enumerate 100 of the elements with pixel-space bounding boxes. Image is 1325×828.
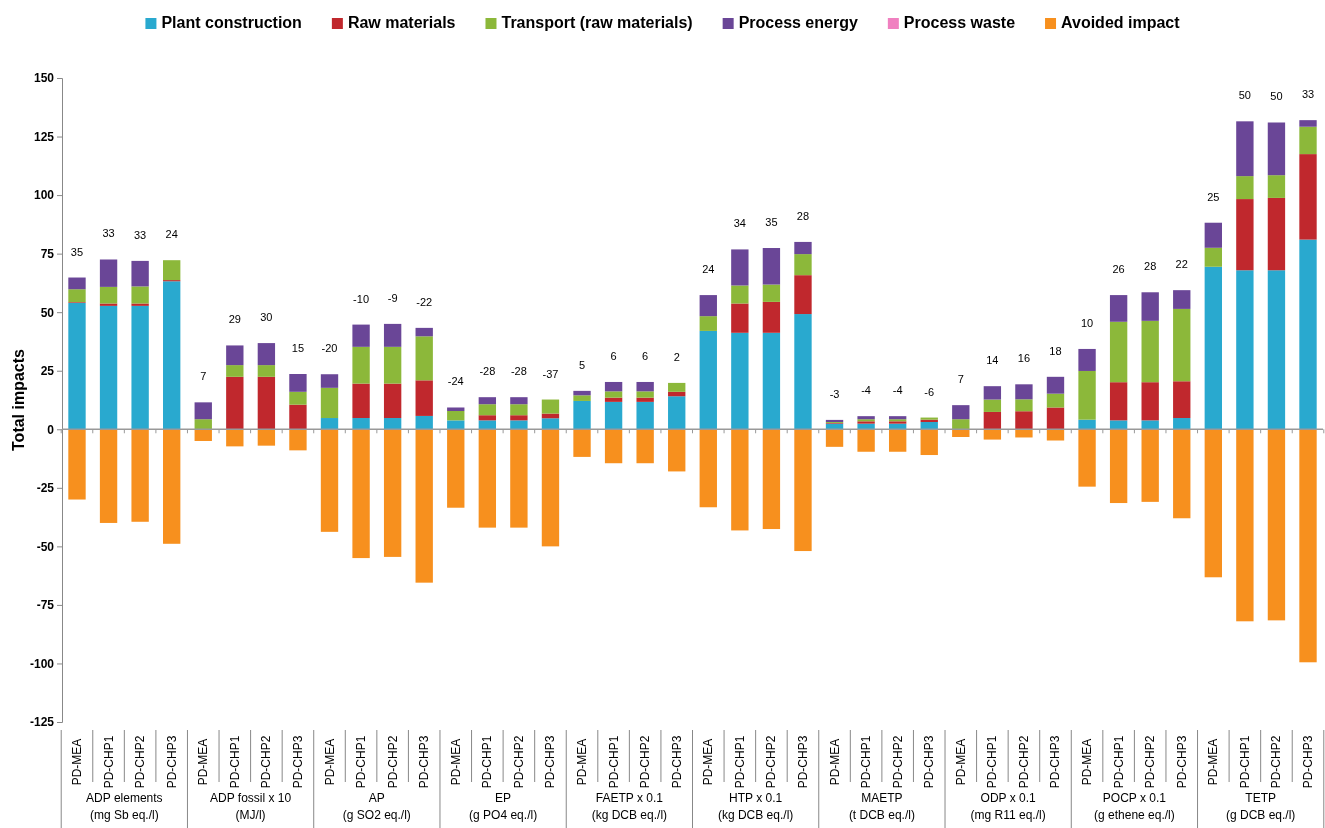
bar xyxy=(131,305,149,430)
y-tick-label: 150 xyxy=(33,71,55,86)
bar xyxy=(541,429,560,547)
bar xyxy=(1173,429,1191,519)
bar xyxy=(68,429,86,500)
bar xyxy=(478,429,497,528)
bar xyxy=(478,404,497,416)
bar xyxy=(289,374,307,392)
bar xyxy=(1267,197,1286,271)
total-label: 2 xyxy=(673,350,680,363)
bar xyxy=(573,400,591,430)
x-tick-label: PD-CHP2 xyxy=(1143,735,1158,789)
total-label: 35 xyxy=(70,245,84,258)
bar xyxy=(131,429,149,522)
bar xyxy=(447,420,465,430)
bar xyxy=(447,429,465,508)
bar xyxy=(226,429,244,447)
total-label: -6 xyxy=(924,385,935,398)
total-label: 5 xyxy=(578,358,586,371)
x-tick-label: PD-CHP1 xyxy=(859,735,874,789)
bar xyxy=(478,397,497,405)
total-label: 33 xyxy=(102,227,115,240)
bar xyxy=(194,419,212,430)
x-tick-label: PD-CHP1 xyxy=(480,735,495,789)
x-tick-label: PD-MEA xyxy=(701,738,716,786)
bar xyxy=(1141,429,1159,502)
total-label: 33 xyxy=(134,228,147,241)
x-tick-label: PD-CHP3 xyxy=(669,735,684,789)
text: ADP elements (mg Sb eq./l) xyxy=(86,791,163,822)
bar xyxy=(1299,429,1317,663)
bar xyxy=(415,429,433,583)
bar xyxy=(68,277,86,290)
bar xyxy=(320,387,339,419)
bar xyxy=(226,345,244,366)
bar xyxy=(825,429,844,447)
bar xyxy=(983,429,1002,440)
legend-label: Transport (raw materials) xyxy=(501,14,693,31)
total-label: 29 xyxy=(228,313,241,326)
bar xyxy=(888,429,907,452)
bar xyxy=(320,418,339,430)
bar xyxy=(99,286,118,304)
bar xyxy=(1015,399,1033,412)
total-label: 28 xyxy=(796,209,810,222)
text: EP (g PO4 eq./l) xyxy=(469,791,538,822)
bar xyxy=(415,380,433,416)
text: ODP x 0.1 (mg R11 eq./l) xyxy=(970,791,1046,822)
x-tick-label: PD-MEA xyxy=(575,738,590,786)
x-tick-label: PD-MEA xyxy=(448,738,463,786)
text: AP (g SO2 eq./l) xyxy=(342,791,411,822)
bar xyxy=(636,397,654,402)
y-tick-label: 100 xyxy=(33,188,55,203)
total-label: -4 xyxy=(892,384,903,397)
bar xyxy=(383,383,402,419)
bar xyxy=(1046,393,1065,408)
bar xyxy=(1109,420,1128,430)
x-tick-label: PD-CHP2 xyxy=(638,735,653,789)
y-tick-label: -25 xyxy=(36,481,55,496)
x-tick-label: PD-CHP1 xyxy=(732,735,747,789)
x-tick-label: PD-CHP1 xyxy=(1237,735,1252,789)
bar xyxy=(1173,308,1191,382)
legend-label: Raw materials xyxy=(347,14,456,31)
bar xyxy=(226,365,244,377)
x-tick-label: PD-CHP1 xyxy=(354,735,369,789)
bar xyxy=(668,382,686,392)
x-tick-label: PD-CHP2 xyxy=(511,735,526,789)
bar xyxy=(131,260,149,287)
bar xyxy=(1204,429,1222,578)
total-label: 34 xyxy=(733,217,746,230)
total-label: 18 xyxy=(1049,344,1062,357)
total-label: 30 xyxy=(260,311,273,324)
total-label: 26 xyxy=(1112,263,1125,276)
bar xyxy=(731,332,749,430)
bar xyxy=(794,429,812,552)
total-label: -37 xyxy=(542,367,559,380)
bar xyxy=(478,415,497,421)
bar xyxy=(1236,199,1254,271)
bar xyxy=(1236,429,1254,622)
bar xyxy=(383,418,402,430)
bar xyxy=(1236,270,1254,430)
x-tick-label: PD-MEA xyxy=(827,738,842,786)
bar xyxy=(699,429,717,508)
total-label: 22 xyxy=(1175,258,1188,271)
bar xyxy=(604,381,623,392)
total-label: 15 xyxy=(291,342,305,355)
bar xyxy=(636,401,654,430)
bar xyxy=(604,401,623,430)
bar xyxy=(1015,411,1033,430)
bar xyxy=(952,405,970,420)
bar xyxy=(920,422,938,430)
bar xyxy=(920,429,938,456)
bar xyxy=(510,404,528,416)
bar xyxy=(320,374,339,388)
bar xyxy=(1267,270,1286,430)
y-tick-label: 75 xyxy=(40,246,55,261)
bar xyxy=(952,419,970,430)
bar xyxy=(541,399,560,414)
bar xyxy=(194,402,212,420)
total-label: -4 xyxy=(861,384,871,397)
total-label: -20 xyxy=(321,342,338,355)
bar xyxy=(1046,429,1065,441)
